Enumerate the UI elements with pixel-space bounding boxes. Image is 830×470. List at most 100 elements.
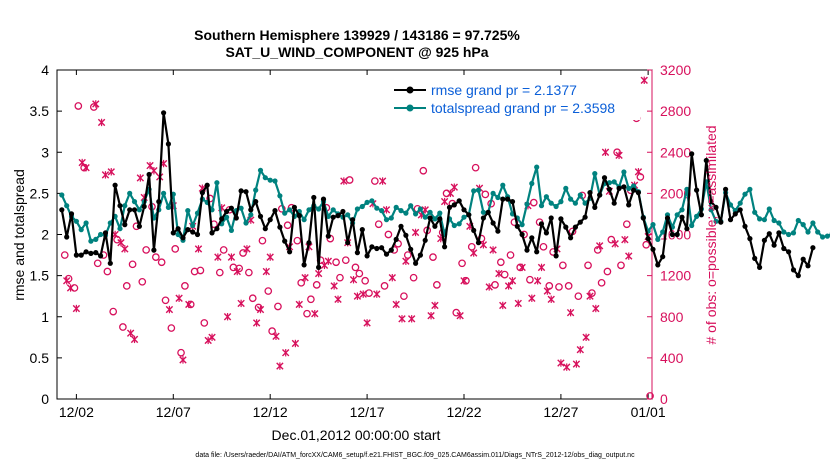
- obs-possible-point: [297, 278, 306, 287]
- obs-assimilated-point: [595, 242, 604, 250]
- obs-possible-point: [274, 302, 282, 311]
- obs-assimilated-point: [411, 228, 420, 237]
- series-point-rmse: [272, 208, 278, 214]
- obs-assimilated-point: [353, 292, 362, 300]
- y-left-tick-label: 1: [41, 309, 49, 325]
- series-point-totalspread: [359, 203, 365, 210]
- obs-assimilated-point: [499, 301, 507, 310]
- obs-possible-point: [400, 292, 408, 301]
- series-point-totalspread: [747, 186, 753, 192]
- series-point-rmse: [350, 217, 356, 223]
- series-point-totalspread: [548, 200, 554, 206]
- series-point-rmse: [432, 223, 438, 229]
- legend-box: [390, 78, 640, 120]
- series-point-rmse: [141, 203, 147, 210]
- obs-possible-point: [588, 289, 596, 297]
- series-point-rmse: [461, 207, 467, 213]
- obs-assimilated-point: [130, 335, 139, 344]
- obs-possible-point: [529, 198, 538, 207]
- series-point-rmse: [325, 233, 331, 239]
- obs-possible-point: [458, 259, 466, 268]
- obs-possible-point: [646, 392, 654, 400]
- series-point-totalspread: [694, 213, 700, 219]
- obs-assimilated-point: [582, 333, 590, 342]
- obs-possible-point: [539, 242, 548, 251]
- chart-subtitle: SAT_U_WIND_COMPONENT @ 925 hPa: [225, 44, 488, 60]
- series-point-rmse: [345, 240, 351, 246]
- series-point-rmse: [427, 215, 433, 221]
- series-point-rmse: [786, 249, 792, 255]
- series-point-rmse: [534, 249, 540, 255]
- obs-assimilated-point: [146, 161, 154, 170]
- obs-assimilated-point: [311, 309, 319, 318]
- obs-possible-point: [409, 273, 418, 282]
- obs-assimilated-point: [121, 245, 129, 253]
- obs-assimilated-point: [566, 308, 575, 317]
- y-axis-label-right: # of obs: o=possible; ×=assimilated: [703, 125, 719, 344]
- series-point-totalspread: [403, 210, 409, 216]
- obs-assimilated-point: [301, 273, 309, 282]
- series-point-rmse: [757, 264, 763, 270]
- obs-assimilated-point: [533, 277, 542, 285]
- x-tick-label: 01/01: [631, 404, 666, 420]
- series-point-totalspread: [771, 217, 777, 224]
- series-point-rmse: [456, 198, 462, 204]
- series-point-rmse: [761, 237, 768, 243]
- series-point-totalspread: [475, 187, 482, 193]
- series-point-rmse: [248, 207, 254, 213]
- series-point-rmse: [374, 245, 380, 252]
- obs-assimilated-point: [243, 245, 251, 253]
- series-point-totalspread: [660, 229, 666, 235]
- series-point-rmse: [669, 231, 676, 238]
- obs-possible-point: [196, 266, 205, 275]
- series-point-rmse: [684, 226, 690, 232]
- series-point-totalspread: [626, 185, 632, 191]
- obs-possible-point: [419, 166, 428, 175]
- series-point-rmse: [727, 217, 734, 223]
- series-point-totalspread: [398, 208, 404, 214]
- series-point-rmse: [190, 229, 196, 235]
- plot-area: 12/02 12/07 12/12 12/17 12/22 12/27 01/0100.51…: [30, 62, 830, 420]
- series-point-totalspread: [64, 203, 70, 209]
- obs-possible-point: [119, 323, 127, 331]
- series-point-rmse: [538, 221, 545, 227]
- series-point-rmse: [509, 199, 516, 205]
- series-point-rmse: [505, 196, 511, 202]
- y-left-tick-label: 2.5: [30, 185, 50, 201]
- obs-assimilated-point: [514, 299, 522, 308]
- obs-assimilated-point: [66, 284, 75, 292]
- obs-possible-point: [429, 253, 437, 261]
- series-point-totalspread: [577, 192, 583, 198]
- series-point-rmse: [398, 223, 404, 229]
- y-left-tick-label: 0.5: [30, 350, 50, 366]
- obs-assimilated-point: [175, 294, 183, 302]
- series-point-rmse: [645, 236, 651, 242]
- obs-assimilated-point: [450, 183, 459, 191]
- series-point-totalspread: [354, 206, 360, 212]
- series-point-rmse: [68, 211, 75, 217]
- obs-possible-point: [597, 278, 606, 287]
- series-point-rmse: [267, 217, 273, 223]
- obs-possible-point: [365, 289, 373, 297]
- series-point-rmse: [73, 252, 79, 258]
- obs-assimilated-point: [359, 290, 367, 298]
- y-right-tick-label: 2400: [660, 144, 691, 160]
- series-point-totalspread: [224, 214, 230, 220]
- obs-assimilated-point: [586, 292, 594, 300]
- obs-possible-point: [200, 319, 209, 327]
- x-tick-label: 12/12: [253, 404, 288, 420]
- series-point-rmse: [437, 216, 443, 222]
- series-point-rmse: [771, 242, 777, 248]
- obs-possible-point: [433, 281, 441, 289]
- obs-assimilated-point: [295, 300, 303, 309]
- series-point-rmse: [175, 226, 181, 232]
- series-point-rmse: [98, 253, 104, 259]
- series-point-totalspread: [524, 201, 530, 207]
- series-point-rmse: [291, 204, 297, 210]
- obs-possible-point: [268, 327, 276, 335]
- series-point-rmse: [422, 237, 428, 243]
- y-right-tick-label: 400: [660, 350, 684, 366]
- obs-possible-point: [245, 268, 253, 277]
- series-point-rmse: [471, 227, 477, 233]
